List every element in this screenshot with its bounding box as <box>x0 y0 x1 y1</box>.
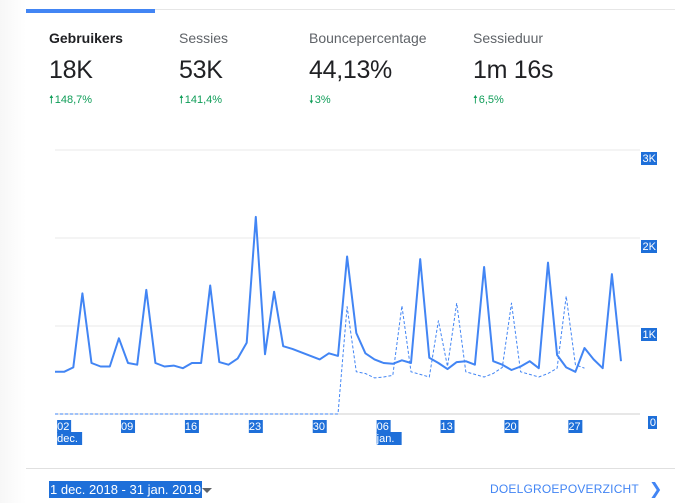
metric-tab-users[interactable]: Gebruikers 18K 🠕148,7% <box>49 30 123 110</box>
x-tick-highlight <box>57 420 72 433</box>
y-tick-highlight <box>641 152 657 165</box>
metric-change-value: 3% <box>314 94 331 106</box>
y-tick: 0 <box>648 416 657 429</box>
metric-value: 53K <box>179 56 223 84</box>
y-tick-highlight <box>648 416 657 429</box>
y-tick-label: 3K <box>643 153 657 165</box>
x-tick-label: 02 <box>57 421 69 433</box>
y-tick: 2K <box>641 240 657 253</box>
metric-label: Sessieduur <box>473 30 544 46</box>
metric-label: Bouncepercentage <box>309 30 427 46</box>
x-tick-highlight <box>312 420 327 433</box>
metric-tab-session-duration[interactable]: Sessieduur 1m 16s 🠕6,5% <box>473 30 553 110</box>
metric-change: 🠕141,4% <box>179 91 228 110</box>
x-tick-label: 30 <box>313 421 325 433</box>
metric-change-value: 148,7% <box>54 94 93 106</box>
arrow-up-icon: 🠕 <box>473 94 478 106</box>
metric-label: Gebruikers <box>49 30 123 46</box>
y-tick-label: 1K <box>643 329 657 341</box>
x-tick-label: 27 <box>568 421 580 433</box>
x-tick-highlight <box>248 420 263 433</box>
x-tick-label: 09 <box>121 421 133 433</box>
chevron-right-icon[interactable]: ❯ <box>649 481 663 498</box>
metric-change-value: 6,5% <box>478 94 504 106</box>
x-tick-sub-highlight <box>376 432 402 445</box>
chart-series <box>55 215 622 415</box>
footer-divider <box>26 468 675 469</box>
x-tick: 09 <box>121 420 136 433</box>
caret-down-icon[interactable] <box>202 488 212 493</box>
y-tick-label: 0 <box>650 417 656 429</box>
audience-overview-card <box>26 0 675 503</box>
x-tick-highlight <box>376 420 391 433</box>
metric-change-value: 141,4% <box>184 94 223 106</box>
x-tick: 30 <box>312 420 327 433</box>
y-tick-highlight <box>641 328 657 341</box>
metric-label: Sessies <box>179 30 229 46</box>
x-tick: 27 <box>568 420 583 433</box>
metric-tab-bounce-rate[interactable]: Bouncepercentage 44,13% 🠗3% <box>309 30 427 110</box>
x-tick-sublabel: dec. <box>57 433 78 445</box>
y-tick: 1K <box>641 328 657 341</box>
x-tick-sublabel: jan. <box>376 433 395 445</box>
arrow-up-icon: 🠕 <box>49 94 54 106</box>
x-tick-label: 23 <box>249 421 261 433</box>
tab-border <box>155 9 675 10</box>
audience-overview-link[interactable]: DOELGROEPOVERZICHT <box>490 482 639 496</box>
metric-change: 🠕6,5% <box>473 91 553 110</box>
x-tick: 20 <box>504 420 519 433</box>
y-tick-highlight <box>641 240 657 253</box>
arrow-down-icon: 🠗 <box>309 94 314 106</box>
date-range-selector[interactable]: 1 dec. 2018 - 31 jan. 2019 <box>49 481 203 498</box>
metric-value: 1m 16s <box>473 56 554 84</box>
x-tick-highlight <box>568 420 583 433</box>
x-tick-sub-highlight <box>57 432 83 445</box>
y-tick: 3K <box>641 152 657 165</box>
metric-change: 🠗3% <box>309 91 427 110</box>
active-tab-indicator <box>26 9 155 13</box>
left-edge <box>0 0 26 503</box>
x-tick-highlight <box>121 420 136 433</box>
y-tick-label: 2K <box>643 241 657 253</box>
x-tick: 23 <box>248 420 263 433</box>
y-axis-ticks: 3K 2K 1K 0 <box>641 152 657 429</box>
x-tick-highlight <box>504 420 519 433</box>
metric-tab-sessions[interactable]: Sessies 53K 🠕141,4% <box>179 30 228 110</box>
chart-gridlines <box>55 149 640 415</box>
x-tick-highlight <box>440 420 455 433</box>
metric-value: 18K <box>49 56 93 84</box>
metric-value: 44,13% <box>309 56 392 84</box>
x-tick-label: 16 <box>185 421 197 433</box>
x-tick-label: 06 <box>377 421 389 433</box>
metric-change: 🠕148,7% <box>49 91 123 110</box>
arrow-up-icon: 🠕 <box>179 94 184 106</box>
x-tick-label: 20 <box>504 421 516 433</box>
series-line-previous-period <box>55 295 585 415</box>
series-line-current-period <box>55 215 622 373</box>
x-tick: 16 <box>184 420 199 433</box>
x-tick-highlight <box>184 420 199 433</box>
x-tick-label: 13 <box>441 421 453 433</box>
x-tick: 13 <box>440 420 455 433</box>
